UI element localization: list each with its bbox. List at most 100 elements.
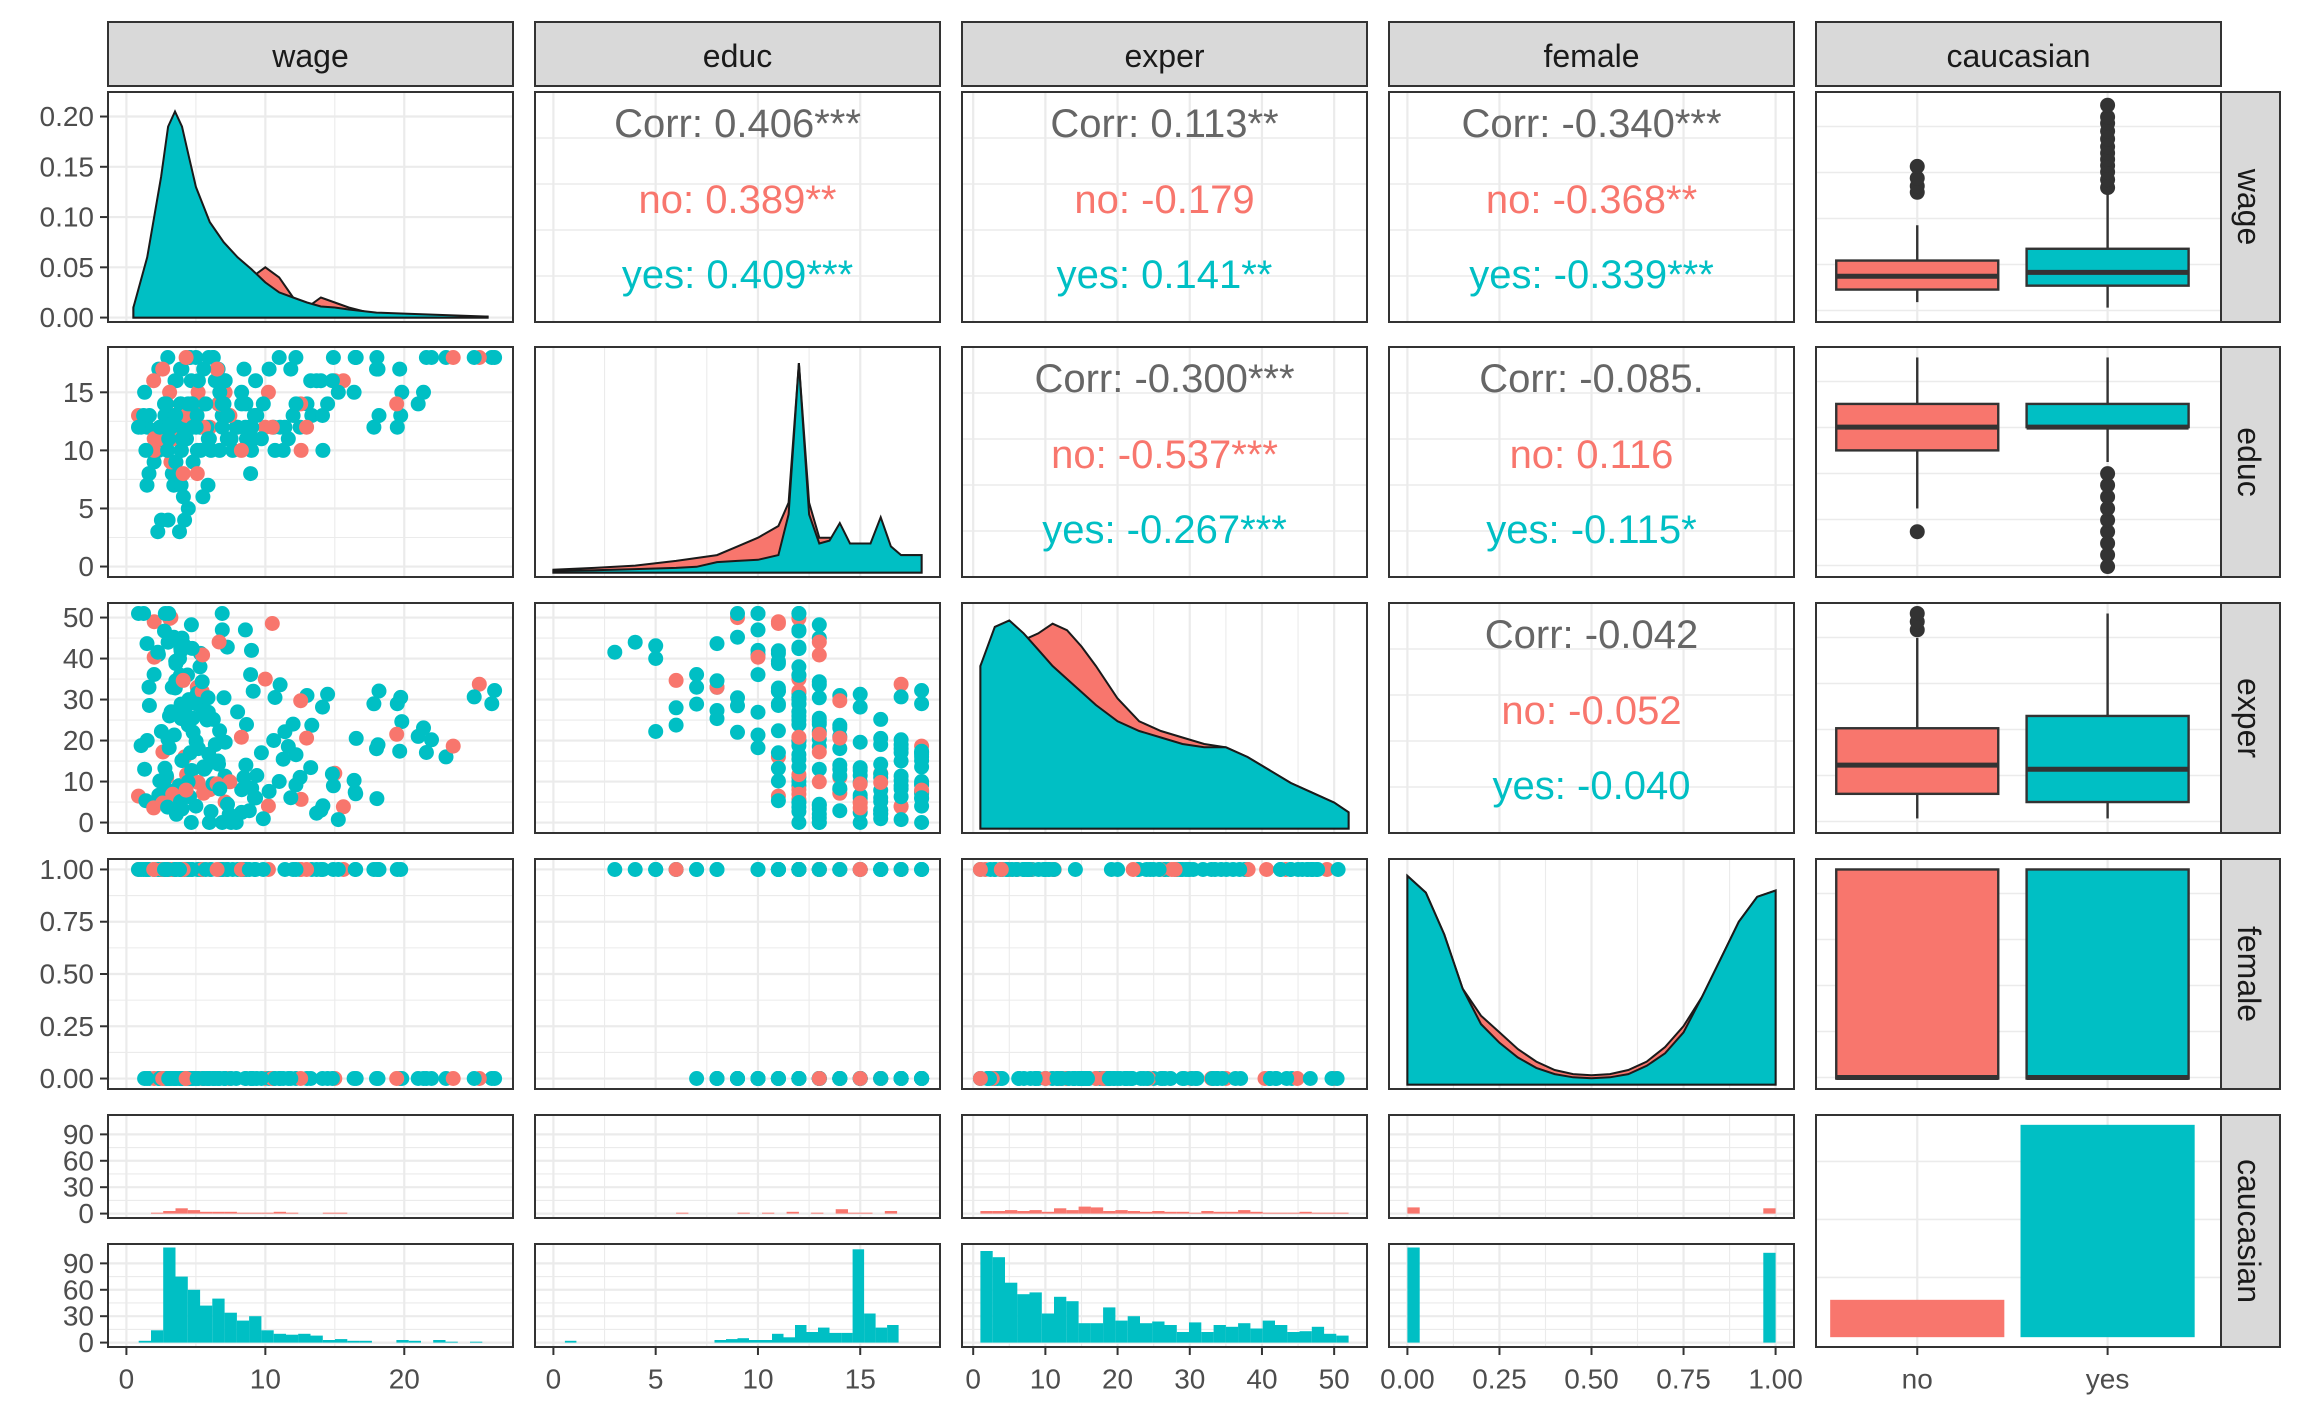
- scatter-point: [709, 636, 725, 652]
- y-tick-label: 50: [63, 602, 94, 633]
- scatter-point: [893, 781, 909, 797]
- scatter-point: [253, 431, 269, 447]
- hist-bar: [1213, 1211, 1226, 1214]
- scatter-point: [445, 738, 461, 754]
- scatter-point: [180, 501, 196, 516]
- scatter-point: [648, 724, 664, 739]
- strip-label-female: female: [1543, 38, 1639, 74]
- scatter-point: [852, 734, 868, 750]
- scatter-point: [770, 745, 786, 761]
- scatter-point: [689, 862, 705, 877]
- scatter-point: [330, 384, 346, 400]
- hist-no-educ-bg: [535, 1115, 940, 1218]
- scatter-point: [1075, 1071, 1091, 1086]
- hist-bar: [786, 1211, 799, 1214]
- row-strip-label-female: female: [2231, 926, 2267, 1022]
- scatter-point: [811, 710, 827, 726]
- hist-no-female-border: [1388, 1114, 1795, 1219]
- corr-1-border: [961, 91, 1368, 323]
- scatter-point: [770, 760, 786, 776]
- corr-4-border: [1388, 346, 1795, 578]
- scatter-point: [324, 766, 340, 782]
- x-tick-label: 40: [1246, 1364, 1277, 1395]
- scatter-point: [264, 419, 280, 435]
- scatter-point: [324, 373, 340, 389]
- scatter-point: [416, 384, 431, 400]
- scatter-point: [174, 431, 190, 447]
- scatter-point: [1119, 1071, 1135, 1086]
- scatter-point: [201, 815, 217, 830]
- scatter-point: [155, 361, 171, 377]
- scatter-point: [161, 1071, 177, 1086]
- scatter-point: [277, 862, 293, 877]
- scatter-point: [730, 724, 745, 740]
- scatter-point: [146, 454, 162, 470]
- scatter-point: [770, 723, 786, 739]
- corr-no-label: no: -0.537***: [1051, 433, 1278, 477]
- scatter-point: [1180, 862, 1196, 877]
- hist-bar: [1017, 1294, 1030, 1343]
- y-tick-label: 30: [63, 1301, 94, 1332]
- y-tick-label: 5: [78, 493, 94, 524]
- scatter-point: [248, 373, 264, 389]
- scatter-point: [393, 862, 409, 877]
- hist-bar: [1127, 1316, 1140, 1343]
- scatter-point: [175, 466, 191, 482]
- hist-bar: [676, 1212, 689, 1214]
- corr-overall-label: Corr: -0.340***: [1461, 102, 1721, 146]
- scatter-point: [668, 700, 684, 716]
- hist-bar: [1103, 1307, 1116, 1343]
- scatter-point: [178, 782, 194, 798]
- hist-bar: [864, 1313, 876, 1343]
- scatter-point: [233, 729, 249, 745]
- scatter-point: [283, 361, 299, 377]
- scatter-point: [366, 696, 382, 712]
- scatter-point: [223, 431, 239, 447]
- scatter-point: [1273, 862, 1289, 877]
- scatter-point: [1136, 1071, 1152, 1086]
- scatter-point: [288, 747, 304, 763]
- strip-label-exper: exper: [1124, 38, 1204, 74]
- hist-bar: [1176, 1332, 1190, 1343]
- scatter-point: [174, 801, 190, 817]
- scatter-point: [668, 672, 684, 688]
- x-tick-label: 20: [1102, 1364, 1133, 1395]
- scatter-point: [750, 622, 766, 638]
- scatter-point: [200, 477, 216, 493]
- scatter-point: [418, 745, 434, 760]
- scatter-point: [175, 489, 191, 505]
- scatter-point: [200, 690, 216, 706]
- hist-bar: [1763, 1208, 1776, 1214]
- scatter-point: [246, 408, 262, 423]
- scatter-point: [1101, 1071, 1117, 1086]
- hist-bar: [1115, 1210, 1128, 1214]
- scatter-point: [791, 862, 807, 877]
- scatter-point: [212, 384, 228, 400]
- scatter-point: [873, 775, 889, 790]
- scatter-point: [131, 419, 146, 435]
- row-strip-label-caucasian: caucasian: [2231, 1159, 2267, 1303]
- density-female-border: [1388, 858, 1795, 1090]
- hist-bar: [1140, 1323, 1153, 1343]
- row-strip-label-wage: wage: [2231, 168, 2267, 246]
- scatter-point: [190, 384, 206, 400]
- hist-bar: [980, 1251, 993, 1343]
- scatter-point: [304, 408, 320, 423]
- scatter-point: [832, 741, 848, 757]
- box-wage-yes-outlier: [2100, 97, 2116, 113]
- x-tick-label: 10: [1030, 1364, 1061, 1395]
- scatter-point: [173, 711, 189, 727]
- scatter-point: [914, 1071, 930, 1086]
- y-tick-label: 0.00: [40, 302, 95, 333]
- scatter-point: [648, 651, 664, 666]
- hist-bar: [1201, 1332, 1214, 1343]
- scatter-point: [198, 862, 214, 877]
- hist-bar: [992, 1211, 1005, 1214]
- x-tick-label: 0.25: [1472, 1364, 1527, 1395]
- hist-bar: [273, 1211, 286, 1214]
- hist-bar: [470, 1341, 483, 1343]
- scatter-point: [811, 634, 827, 650]
- hist-bar: [795, 1325, 807, 1343]
- scatter-point: [234, 384, 250, 400]
- hist-yes-educ-border: [534, 1243, 941, 1348]
